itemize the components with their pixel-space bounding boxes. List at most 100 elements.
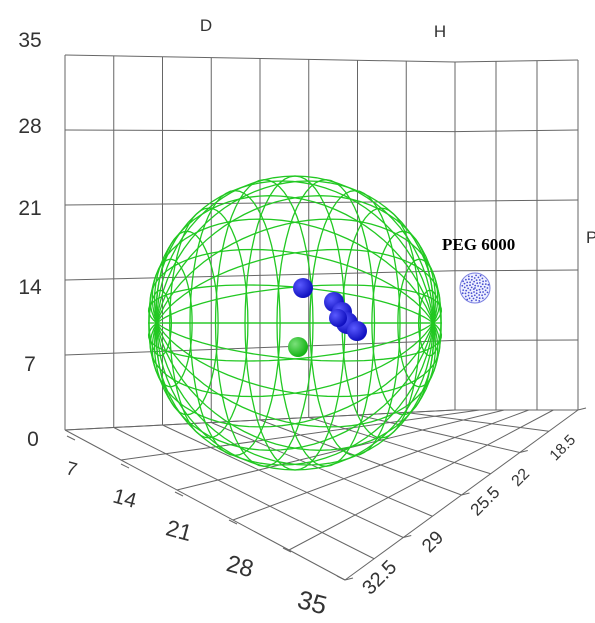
front-axis-ticks: 7 14 21 28 35 <box>64 458 331 620</box>
outlier-dot <box>477 276 480 279</box>
grid-line <box>176 409 505 491</box>
outlier-dot <box>466 284 468 287</box>
tick-mark <box>344 577 354 581</box>
sphere-parallel <box>417 289 442 357</box>
outlier-dot <box>461 284 464 287</box>
axis-letter-p: P <box>586 228 595 247</box>
outlier-dot <box>470 299 473 302</box>
outlier-dot <box>480 285 482 288</box>
outlier-dot <box>473 277 476 279</box>
outlier-dot <box>474 287 476 289</box>
outlier-dot <box>475 289 478 292</box>
outlier-dot <box>481 297 484 299</box>
outlier-dot <box>482 280 484 283</box>
outlier-dot <box>478 279 481 281</box>
tick-label: 21 <box>163 514 194 546</box>
outlier-dot <box>485 280 487 282</box>
outlier-dot <box>475 292 478 295</box>
outlier-dot <box>481 294 483 297</box>
axis-letter-h: H <box>434 22 446 41</box>
outlier-dot <box>481 277 484 280</box>
outlier-dot <box>479 282 481 284</box>
outlier-dot <box>473 294 476 297</box>
outlier-dot <box>484 289 487 292</box>
tick-mark <box>174 491 184 497</box>
outlier-dot <box>478 297 481 300</box>
grid-line <box>454 199 579 202</box>
tick-mark <box>519 450 528 453</box>
tick-label: 7 <box>64 458 80 481</box>
outlier-dot <box>465 289 468 292</box>
outlier-dot <box>486 287 489 289</box>
outlier-dot <box>472 288 475 290</box>
outlier-dot <box>472 283 474 285</box>
tick-label: 22 <box>509 465 534 490</box>
annotation-peg-6000: PEG 6000 <box>442 235 515 254</box>
grid-line <box>259 419 462 496</box>
sphere-parallel <box>214 179 314 467</box>
outlier-dot <box>463 286 466 289</box>
outlier-dot <box>468 278 470 281</box>
tick-mark <box>66 435 76 441</box>
grid-line <box>454 59 579 63</box>
outlier-dot <box>475 299 477 301</box>
outlier-dot <box>467 287 469 290</box>
grid-line <box>454 129 579 133</box>
outlier-dot <box>464 292 467 295</box>
outlier-dot <box>470 292 473 295</box>
tick-label: 29 <box>418 527 448 557</box>
tick-label: 0 <box>27 428 39 451</box>
side-axis-ticks: 32.5 29 25.5 22 18.5 <box>358 431 579 599</box>
tick-label: 25.5 <box>467 483 504 520</box>
outlier-dot <box>463 282 466 285</box>
solubility-sphere <box>147 175 443 471</box>
outlier-dot <box>475 274 477 277</box>
outlier-dot <box>481 288 484 290</box>
data-point <box>329 309 347 327</box>
tick-label: 7 <box>24 353 36 376</box>
tick-label: 35 <box>294 584 330 620</box>
grid-line <box>232 409 529 521</box>
outlier-dot <box>476 296 478 299</box>
outlier-dot <box>481 283 484 286</box>
outlier-dot <box>471 295 473 297</box>
tick-mark <box>120 463 130 469</box>
outlier-dot <box>465 278 467 281</box>
outlier-dot <box>487 283 490 286</box>
sphere-parallel <box>341 207 421 439</box>
outlier-dot <box>473 291 475 293</box>
tick-label: 18.5 <box>546 431 579 464</box>
grid-line <box>357 414 520 453</box>
outlier-dot <box>471 275 473 278</box>
outlier-dot <box>475 279 478 281</box>
outlier-dot <box>476 282 479 285</box>
outlier-dot <box>486 291 489 294</box>
data-point <box>347 321 367 341</box>
grid-line <box>162 424 404 538</box>
outlier-dot <box>466 298 469 301</box>
grid-line <box>120 409 480 461</box>
outlier-dot <box>467 291 470 294</box>
outlier-dot <box>470 278 473 281</box>
tick-mark <box>336 575 346 581</box>
outlier-dot <box>477 285 479 287</box>
outlier-dot <box>478 288 481 291</box>
outlier-dot <box>479 274 482 277</box>
outlier-dot <box>478 294 481 296</box>
grid-line <box>211 422 433 517</box>
grid <box>64 54 587 581</box>
sphere-parallel <box>148 258 193 388</box>
sphere-parallel <box>276 179 376 467</box>
outlier-dot <box>470 286 473 289</box>
grid-line <box>288 409 554 551</box>
outlier-dot <box>482 291 484 293</box>
grid-line <box>406 412 549 432</box>
tick-label: 35 <box>18 29 41 52</box>
tick-label: 28 <box>224 550 257 583</box>
sphere-parallel <box>371 230 435 416</box>
outlier-dot <box>462 289 465 291</box>
outlier-dot <box>469 281 471 284</box>
sphere-parallel <box>309 189 401 457</box>
vertical-axis-ticks: 35 28 21 14 7 0 <box>18 29 42 451</box>
